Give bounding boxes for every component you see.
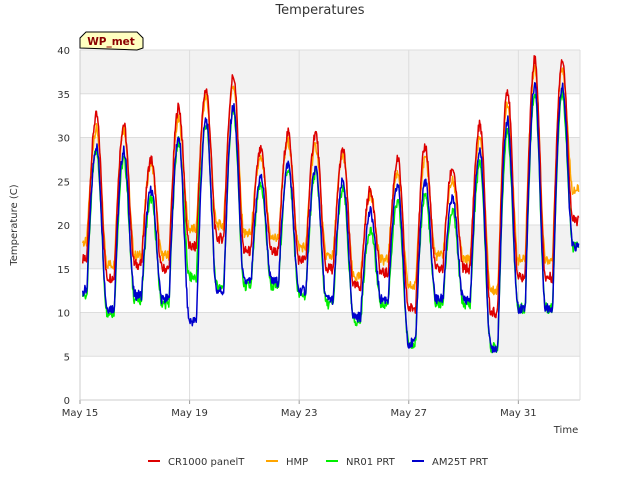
series-line <box>81 82 580 354</box>
badge: WP_met <box>79 31 144 51</box>
plot-band <box>80 137 580 182</box>
series-line <box>81 55 580 319</box>
chart-title: Temperatures <box>274 3 364 18</box>
plot-axes: 0 5 10 15 20 25 30 35 40 May 15 May 19 May 23 May 27… <box>57 46 581 419</box>
y-tick-label: 30 <box>57 134 70 145</box>
x-axis-label: Time <box>553 425 578 436</box>
y-tick-label: 15 <box>57 265 70 276</box>
series-lines <box>81 55 580 354</box>
y-tick-label: 5 <box>64 352 70 363</box>
legend: CR1000 panelT HMP NR01 PRT AM25T PRT <box>148 457 489 468</box>
plot-band <box>80 50 580 94</box>
y-tick-label: 40 <box>57 46 70 57</box>
x-tick-label: May 27 <box>390 408 427 419</box>
y-tick-label: 0 <box>64 396 70 407</box>
series-line <box>81 64 580 296</box>
y-axis-label: Temperature (C) <box>9 184 20 266</box>
plot-band <box>80 312 580 357</box>
legend-label: CR1000 panelT <box>168 457 245 468</box>
x-tick-label: May 31 <box>500 408 537 419</box>
y-tick-label: 10 <box>57 309 70 320</box>
badge-label: WP_met <box>87 36 135 48</box>
x-tick-label: May 23 <box>281 408 318 419</box>
legend-label: HMP <box>286 457 308 468</box>
plot-grid <box>79 49 580 401</box>
legend-label: NR01 PRT <box>346 457 396 468</box>
y-tick-label: 35 <box>57 90 70 101</box>
badge-shape <box>79 31 144 51</box>
plot-band <box>80 225 580 269</box>
x-tick-label: May 15 <box>62 408 99 419</box>
x-tick-label: May 19 <box>171 408 208 419</box>
legend-label: AM25T PRT <box>432 457 489 468</box>
plot-bands <box>80 50 580 357</box>
y-tick-label: 20 <box>57 221 70 232</box>
y-tick-label: 25 <box>57 177 70 188</box>
